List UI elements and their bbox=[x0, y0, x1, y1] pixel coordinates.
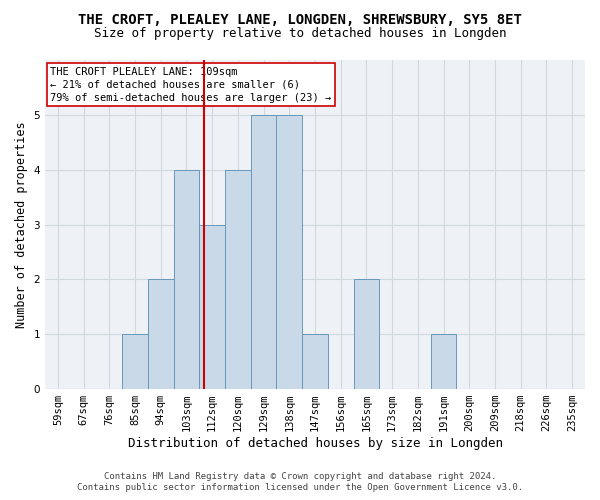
Bar bbox=[199, 224, 225, 389]
Text: THE CROFT PLEALEY LANE: 109sqm
← 21% of detached houses are smaller (6)
79% of s: THE CROFT PLEALEY LANE: 109sqm ← 21% of … bbox=[50, 66, 332, 103]
Bar bbox=[148, 280, 173, 389]
Y-axis label: Number of detached properties: Number of detached properties bbox=[15, 121, 28, 328]
Text: Size of property relative to detached houses in Longden: Size of property relative to detached ho… bbox=[94, 28, 506, 40]
Bar bbox=[251, 115, 277, 389]
Bar bbox=[277, 115, 302, 389]
Bar bbox=[122, 334, 148, 389]
Bar bbox=[173, 170, 199, 389]
X-axis label: Distribution of detached houses by size in Longden: Distribution of detached houses by size … bbox=[128, 437, 503, 450]
Text: Contains HM Land Registry data © Crown copyright and database right 2024.
Contai: Contains HM Land Registry data © Crown c… bbox=[77, 472, 523, 492]
Bar bbox=[431, 334, 457, 389]
Bar bbox=[353, 280, 379, 389]
Text: THE CROFT, PLEALEY LANE, LONGDEN, SHREWSBURY, SY5 8ET: THE CROFT, PLEALEY LANE, LONGDEN, SHREWS… bbox=[78, 12, 522, 26]
Bar bbox=[225, 170, 251, 389]
Bar bbox=[302, 334, 328, 389]
